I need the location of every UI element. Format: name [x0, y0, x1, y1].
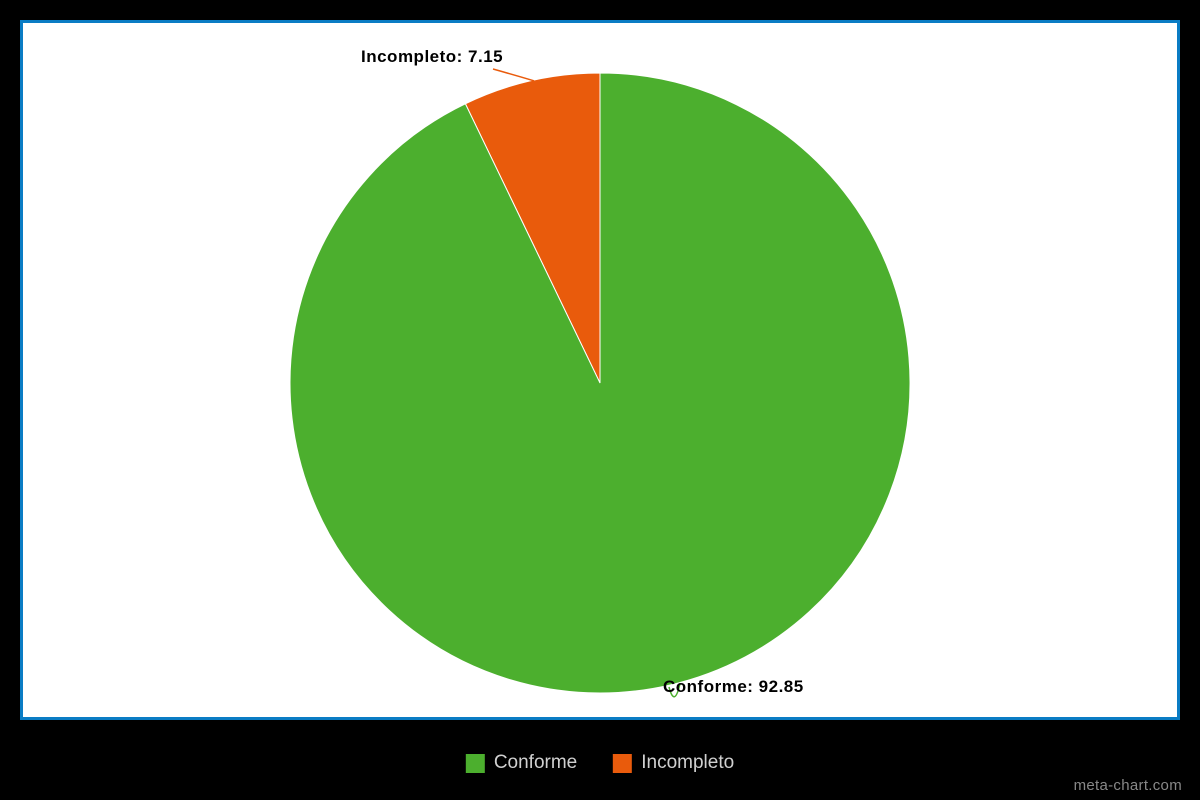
- legend-label-incompleto: Incompleto: [641, 752, 734, 774]
- legend-swatch-conforme: [466, 754, 485, 773]
- legend-item-conforme: Conforme: [466, 752, 577, 774]
- chart-frame: Incompleto: 7.15 Conforme: 92.85: [20, 20, 1180, 720]
- legend-label-conforme: Conforme: [494, 752, 577, 774]
- slice-label-incompleto: Incompleto: 7.15: [361, 47, 503, 67]
- slice-label-conforme: Conforme: 92.85: [663, 677, 804, 697]
- watermark: meta-chart.com: [1074, 777, 1182, 794]
- pie-slice-conforme: [290, 73, 910, 693]
- legend: Conforme Incompleto: [466, 752, 734, 774]
- pie-chart: [290, 73, 910, 693]
- legend-item-incompleto: Incompleto: [613, 752, 734, 774]
- legend-swatch-incompleto: [613, 754, 632, 773]
- pie-svg: [290, 73, 910, 693]
